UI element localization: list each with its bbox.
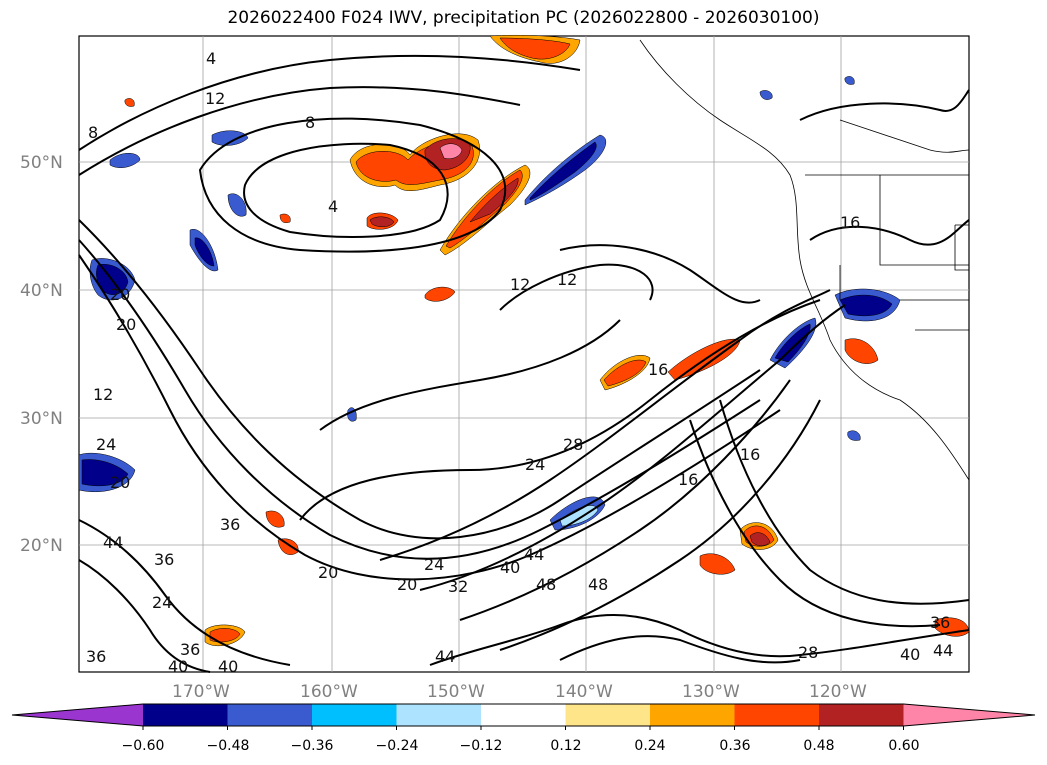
latitude-labels: 50°N 40°N 30°N 20°N — [20, 153, 63, 556]
colorbar-tick-label: −0.60 — [122, 738, 165, 754]
coastlines — [639, 39, 970, 481]
colorbar-segment — [481, 704, 566, 726]
map-panel: 4 12 8 8 4 12 12 16 20 20 12 24 20 16 16… — [78, 34, 970, 676]
colorbar-tick-label: −0.48 — [207, 738, 250, 754]
lon-label: 120°W — [809, 682, 867, 702]
contour-label: 24 — [96, 435, 116, 454]
map-title: 2026022400 F024 IWV, precipitation PC (2… — [227, 8, 820, 28]
lat-label: 40°N — [20, 281, 63, 301]
contour-label: 12 — [510, 275, 530, 294]
colorbar-tick-label: −0.36 — [291, 738, 334, 754]
colorbar-segment — [565, 704, 651, 726]
contour-label: 8 — [305, 113, 315, 132]
contour-label: 48 — [536, 575, 556, 594]
contour-labels: 4 12 8 8 4 12 12 16 20 20 12 24 20 16 16… — [86, 49, 953, 676]
colorbar-segment — [227, 704, 313, 726]
lon-label: 150°W — [427, 682, 485, 702]
lat-label: 50°N — [20, 153, 63, 173]
contour-label: 20 — [110, 285, 130, 304]
contour-label: 20 — [110, 473, 130, 492]
colorbar-segment — [819, 704, 904, 726]
lon-label: 140°W — [555, 682, 613, 702]
contour-label: 36 — [220, 515, 240, 534]
contour-label: 40 — [218, 657, 238, 676]
contour-label: 16 — [648, 360, 668, 379]
colorbar-segment — [143, 704, 228, 726]
colorbar-tick-label: −0.12 — [460, 738, 503, 754]
contour-label: 20 — [318, 563, 338, 582]
colorbar-tick-label: 0.48 — [803, 738, 834, 754]
contour-label: 28 — [563, 435, 583, 454]
contour-label: 32 — [448, 577, 468, 596]
colorbar-tick-label: 0.60 — [888, 738, 919, 754]
lon-label: 160°W — [300, 682, 358, 702]
contour-label: 12 — [93, 385, 113, 404]
contour-label: 4 — [328, 197, 338, 216]
contour-label: 8 — [88, 123, 98, 142]
contour-label: 48 — [588, 575, 608, 594]
contour-label: 24 — [424, 555, 444, 574]
colorbar-segment — [650, 704, 735, 726]
contour-label: 36 — [154, 550, 174, 569]
lat-label: 20°N — [20, 536, 63, 556]
colorbar-tick-labels: −0.60 −0.48 −0.36 −0.24 −0.12 0.12 0.24 … — [122, 738, 920, 754]
longitude-labels: 170°W 160°W 150°W 140°W 130°W 120°W — [172, 682, 867, 702]
contour-label: 24 — [152, 593, 172, 612]
contour-label: 12 — [205, 89, 225, 108]
contour-label: 16 — [740, 445, 760, 464]
precip-negative-areas — [78, 76, 901, 531]
colorbar-tick-label: 0.12 — [550, 738, 581, 754]
contour-label: 44 — [933, 641, 953, 660]
lat-label: 30°N — [20, 409, 63, 429]
colorbar — [11, 703, 1036, 730]
colorbar-segment — [734, 704, 820, 726]
colorbar-tick-label: 0.36 — [719, 738, 750, 754]
contour-label: 20 — [116, 315, 136, 334]
contour-label: 40 — [168, 657, 188, 676]
iwv-contours — [78, 54, 970, 673]
contour-label: 36 — [86, 647, 106, 666]
contour-label: 28 — [798, 643, 818, 662]
contour-label: 20 — [397, 575, 417, 594]
colorbar-tick-label: 0.24 — [634, 738, 665, 754]
contour-label: 40 — [900, 645, 920, 664]
colorbar-segment — [312, 704, 397, 726]
colorbar-segment — [396, 704, 482, 726]
contour-label: 24 — [525, 455, 545, 474]
contour-label: 16 — [840, 213, 860, 232]
lon-label: 170°W — [172, 682, 230, 702]
contour-label: 16 — [678, 470, 698, 489]
contour-label: 36 — [180, 640, 200, 659]
contour-label: 36 — [930, 613, 950, 632]
colorbar-extend-min — [12, 704, 143, 726]
contour-label: 4 — [206, 49, 216, 68]
lon-label: 130°W — [682, 682, 740, 702]
colorbar-tick-label: −0.24 — [376, 738, 419, 754]
contour-label: 44 — [524, 545, 544, 564]
contour-label: 44 — [435, 647, 455, 666]
contour-label: 12 — [557, 270, 577, 289]
contour-label: 40 — [500, 558, 520, 577]
contour-label: 44 — [103, 533, 123, 552]
colorbar-extend-max — [903, 704, 1035, 726]
